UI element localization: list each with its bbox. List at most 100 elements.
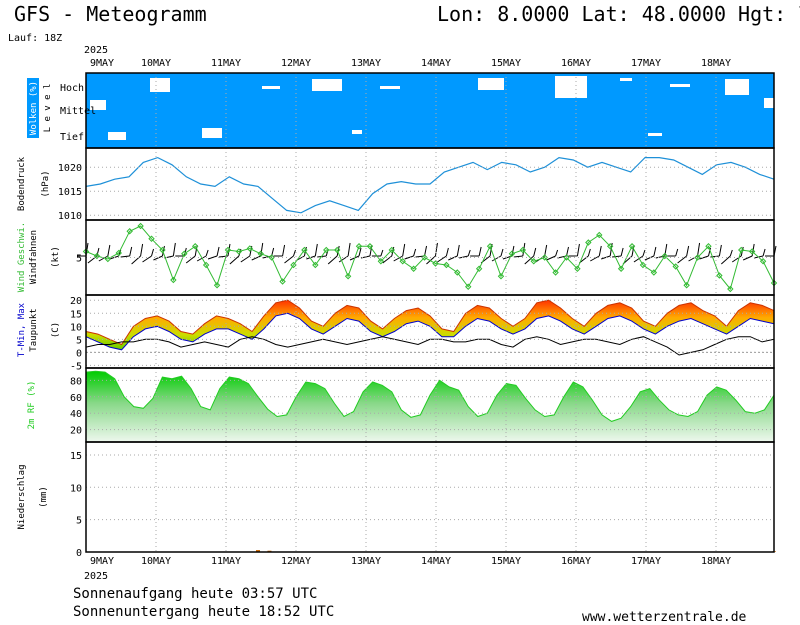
wind-axis-label: Wind Geschwi.	[17, 222, 27, 292]
cloud-level-axis: L e v e l	[43, 84, 53, 133]
wind-point	[312, 261, 319, 269]
wind-point	[355, 243, 363, 250]
wind-point	[563, 254, 570, 261]
wind-point	[377, 258, 385, 265]
wind-barb	[347, 242, 351, 257]
wind-point	[738, 246, 745, 254]
rh-axis-label: 2m RF (%)	[27, 381, 37, 430]
wind-point	[213, 282, 221, 289]
wind-barb	[718, 244, 722, 257]
wind-barb	[601, 255, 611, 260]
wind-point	[224, 246, 232, 254]
wind-barb	[720, 255, 731, 265]
wind-barb	[445, 247, 449, 257]
wind-barb	[524, 255, 535, 265]
year-bottom: 2025	[84, 571, 109, 582]
wind-barb	[448, 255, 458, 261]
wind-barb	[478, 246, 482, 257]
wind-point	[596, 231, 603, 239]
wind-barb	[699, 255, 709, 260]
wind-barb	[196, 255, 207, 262]
wind-point	[421, 254, 428, 261]
wind-barb	[185, 255, 196, 264]
wind-barb	[164, 255, 174, 259]
temp-range-band	[86, 300, 774, 350]
wind-point	[683, 282, 690, 289]
wind-point	[333, 246, 341, 254]
wind-point	[465, 283, 472, 290]
day-label-bottom: 18MAY	[701, 556, 731, 567]
panel-frame-precip	[85, 441, 775, 553]
wind-barb	[587, 248, 591, 257]
cloud-gap	[312, 79, 342, 91]
cloud-gap	[150, 78, 170, 92]
day-label-top: 11MAY	[211, 58, 241, 69]
wind-barb	[633, 255, 644, 263]
wind-barb	[380, 249, 384, 257]
wind-barb	[240, 255, 251, 263]
wind-barb	[612, 255, 622, 258]
wind-barb	[590, 255, 600, 262]
day-label-top: 14MAY	[421, 58, 451, 69]
wind-point	[443, 261, 450, 269]
wind-point	[727, 285, 734, 293]
panel-frame-temperature	[85, 294, 775, 369]
cloud-gap	[380, 86, 400, 89]
wind-barb	[729, 249, 733, 257]
page-title: GFS - Meteogramm	[14, 2, 207, 26]
wind-point	[628, 243, 636, 250]
day-label-top: 12MAY	[281, 58, 311, 69]
wind-barb	[697, 242, 701, 257]
wind-barb	[96, 247, 100, 257]
wind-barb	[459, 255, 469, 259]
cloud-gap	[90, 100, 106, 110]
wind-barb	[544, 244, 548, 257]
wind-point	[617, 265, 625, 272]
wind-barb	[129, 246, 133, 257]
precip-tick: 5	[76, 516, 82, 527]
wind-barb	[576, 243, 580, 257]
day-label-top: 16MAY	[561, 58, 591, 69]
day-label-top: 18MAY	[701, 58, 731, 69]
wind-point	[388, 246, 395, 254]
wind-barb	[205, 249, 209, 257]
cloud-label-bg	[27, 78, 39, 138]
wind-point	[759, 258, 767, 265]
cloud-level-label: Hoch	[60, 83, 84, 94]
wind-point	[694, 254, 701, 261]
precip-tick: 10	[70, 483, 82, 494]
rh-tick: 80	[70, 376, 82, 387]
rh-tick: 60	[70, 393, 82, 404]
cloud-gap	[620, 78, 632, 81]
wind-point	[323, 246, 330, 254]
day-label-bottom: 17MAY	[631, 556, 661, 567]
cloud-gap	[670, 84, 690, 87]
wind-barb-label: Windfahnen	[29, 230, 39, 284]
wind-point	[585, 239, 592, 246]
cloud-gap	[555, 76, 587, 98]
wind-barb	[131, 255, 141, 265]
wind-barb	[358, 247, 362, 257]
wind-barb	[216, 246, 220, 257]
tmax-line	[85, 299, 775, 346]
wind-point	[126, 228, 133, 235]
precip-bar	[256, 550, 260, 552]
wind-barb	[142, 255, 152, 263]
day-label-bottom: 12MAY	[281, 556, 311, 567]
wind-barb	[282, 244, 286, 257]
wind-barb	[762, 248, 766, 257]
site-credit: www.wetterzentrale.de	[582, 610, 747, 625]
day-label-top: 17MAY	[631, 58, 661, 69]
wind-barb	[653, 246, 657, 257]
wind-barb	[229, 255, 240, 265]
wind-point	[170, 276, 177, 284]
wind-point	[432, 260, 439, 267]
wind-barb	[153, 255, 163, 261]
precip-axis-unit: (mm)	[39, 486, 49, 508]
wind-barb	[207, 255, 218, 260]
pressure-axis-unit: (hPa)	[41, 170, 51, 197]
wind-barb	[293, 249, 296, 257]
temp-tick: 15	[70, 309, 82, 320]
wind-point	[486, 243, 494, 250]
rh-area	[86, 371, 774, 442]
